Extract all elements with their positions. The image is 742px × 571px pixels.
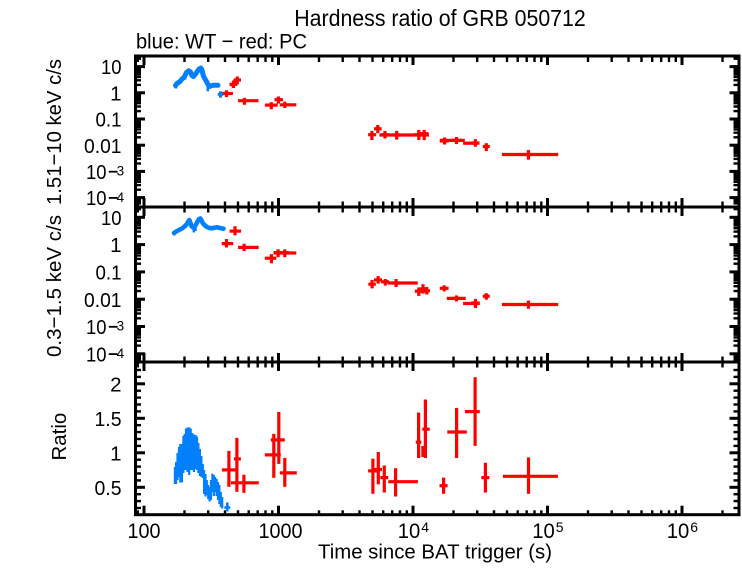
svg-text:1.5: 1.5 — [95, 408, 122, 431]
svg-text:1: 1 — [110, 234, 121, 257]
svg-text:Time since BAT trigger (s): Time since BAT trigger (s) — [318, 541, 552, 564]
svg-text:4: 4 — [421, 519, 429, 535]
svg-text:10: 10 — [86, 316, 107, 339]
svg-text:4: 4 — [117, 190, 125, 205]
svg-text:Hardness ratio of GRB 050712: Hardness ratio of GRB 050712 — [294, 5, 586, 31]
svg-text:1000: 1000 — [259, 520, 303, 543]
svg-text:10: 10 — [86, 343, 107, 366]
svg-text:0.1: 0.1 — [96, 262, 122, 285]
svg-text:0.01: 0.01 — [84, 135, 122, 158]
svg-text:Ratio: Ratio — [48, 413, 71, 461]
svg-text:10: 10 — [667, 520, 690, 543]
svg-text:1.51−10 keV c/s: 1.51−10 keV c/s — [43, 59, 66, 205]
svg-text:10: 10 — [101, 56, 122, 79]
svg-text:10: 10 — [398, 520, 421, 543]
svg-text:1: 1 — [110, 82, 121, 105]
svg-text:blue: WT − red: PC: blue: WT − red: PC — [136, 29, 307, 53]
svg-text:6: 6 — [690, 519, 698, 535]
svg-text:100: 100 — [128, 520, 161, 543]
svg-text:10: 10 — [86, 161, 107, 184]
svg-text:10: 10 — [86, 187, 107, 210]
svg-text:10: 10 — [532, 520, 555, 543]
svg-text:2: 2 — [110, 374, 121, 397]
svg-text:3: 3 — [117, 164, 125, 179]
svg-text:0.3−1.5 keV c/s: 0.3−1.5 keV c/s — [43, 215, 66, 357]
svg-text:5: 5 — [556, 519, 564, 535]
svg-text:3: 3 — [117, 319, 125, 334]
svg-text:4: 4 — [117, 346, 125, 361]
svg-text:10: 10 — [101, 207, 122, 230]
svg-text:0.5: 0.5 — [95, 477, 122, 500]
svg-text:0.01: 0.01 — [84, 289, 122, 312]
svg-text:0.1: 0.1 — [96, 109, 122, 132]
svg-text:1: 1 — [110, 443, 121, 466]
